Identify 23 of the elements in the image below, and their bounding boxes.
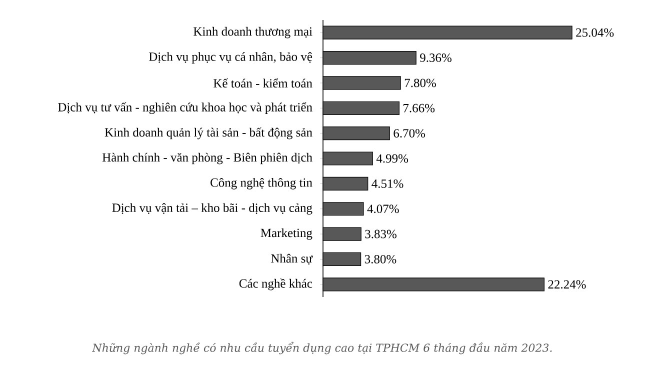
data-label: 7.66% [404,104,435,112]
data-label: 25.04% [576,28,614,37]
data-label: 4.99% [376,154,408,163]
y-tick-label: Công nghệ thông tin [210,178,312,190]
data-label: 3.80% [364,254,396,264]
data-label: 4.07% [367,204,399,214]
y-tick-label: Nhân sự [270,254,313,265]
data-label: 3.83% [365,230,396,238]
y-tick-label: Kinh doanh quản lý tài sản - bất động sản [104,127,312,140]
data-label: 9.36% [420,54,452,62]
y-tick-label: Marketing [260,228,312,240]
text: Những ngành nghề có nhu cầu tuyển dụng cao tại TPHCM 6 tháng đầu năm 2023. [92,342,552,354]
data-label: 4.51% [372,179,404,188]
y-tick-label: Kinh doanh thương mại [194,26,312,38]
y-tick-label: Dịch vụ vận tải – kho bãi - dịch vụ cảng [112,203,312,215]
data-label: 6.70% [394,129,426,138]
y-tick-label: Kế toán - kiểm toán [214,78,312,88]
data-label: 22.24% [548,280,586,289]
y-tick-label: Dịch vụ phục vụ cá nhân, bảo vệ [148,52,312,64]
data-label: 7.80% [404,78,436,88]
y-tick-label: Các nghề khác [239,278,312,290]
y-tick-label: Dịch vụ tư vấn - nghiên cứu khoa học và phát triển [58,102,312,114]
y-tick-label: Hành chính - văn phòng - Biên phiên dịch [102,152,312,164]
